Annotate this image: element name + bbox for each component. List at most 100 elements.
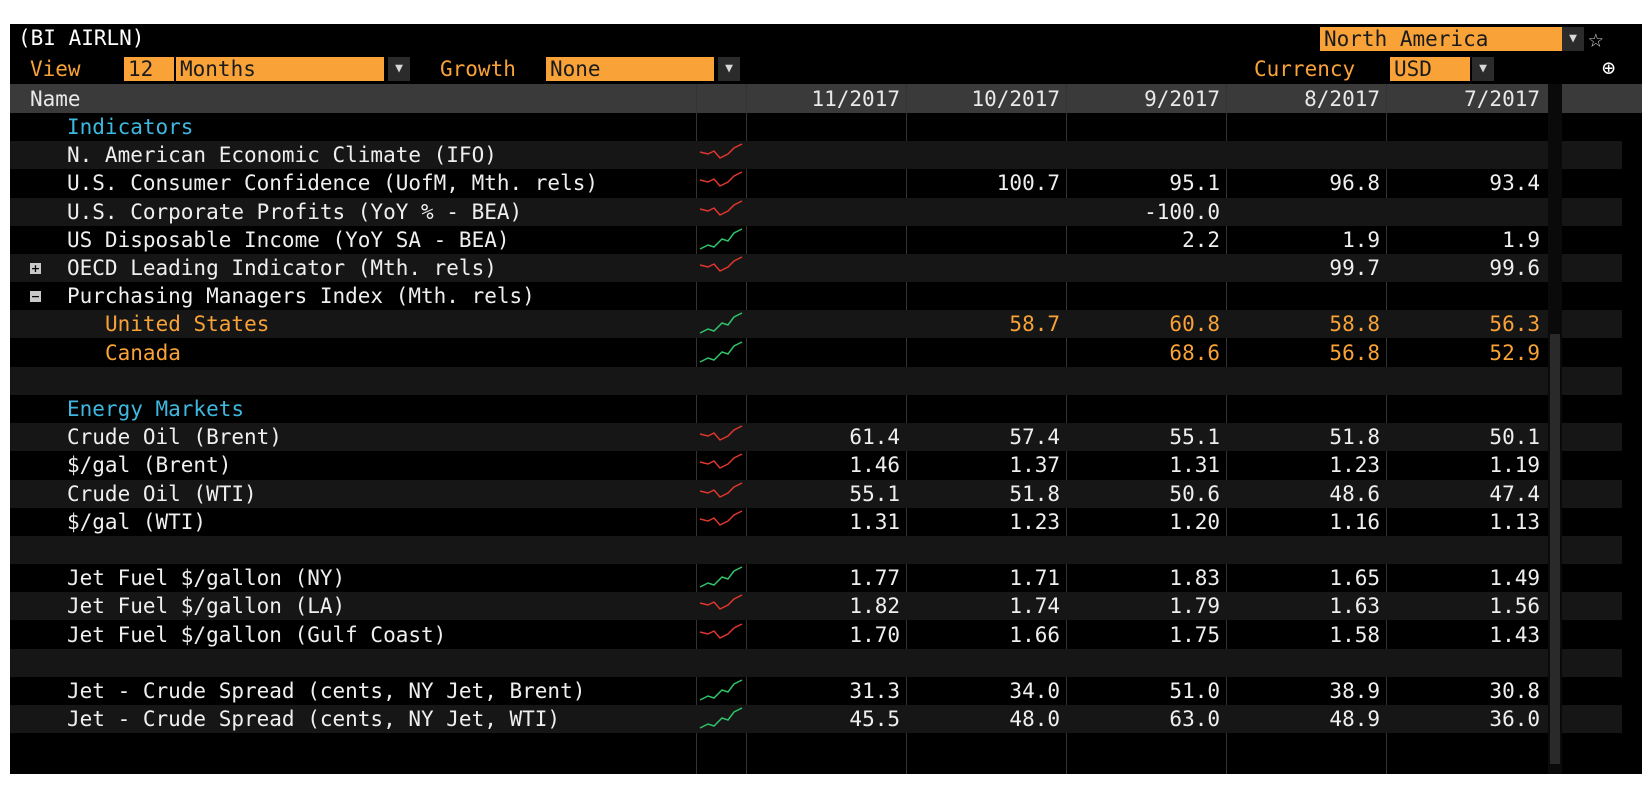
- region-dropdown-arrow-icon[interactable]: ▼: [1562, 27, 1584, 51]
- expand-icon[interactable]: +: [30, 262, 41, 275]
- value-cell[interactable]: 1.13: [1489, 509, 1540, 534]
- value-cell[interactable]: 95.1: [1169, 171, 1220, 196]
- value-cell[interactable]: 31.3: [849, 679, 900, 703]
- value-cell[interactable]: 1.83: [1169, 566, 1220, 591]
- view-unit-dropdown[interactable]: Months: [176, 57, 384, 81]
- value-cell[interactable]: 1.70: [849, 622, 900, 647]
- zoom-search-icon[interactable]: ⊕: [1602, 56, 1616, 81]
- growth-dropdown-arrow-icon[interactable]: ▼: [718, 57, 740, 81]
- value-cell[interactable]: 34.0: [1009, 679, 1060, 703]
- value-cell[interactable]: 1.46: [849, 453, 900, 478]
- value-cell[interactable]: 1.20: [1169, 509, 1220, 534]
- table-row[interactable]: U.S. Consumer Confidence (UofM, Mth. rel…: [10, 169, 1622, 197]
- sparkline-red-icon[interactable]: [698, 593, 746, 619]
- value-cell[interactable]: 1.63: [1329, 594, 1380, 619]
- value-cell[interactable]: 1.31: [849, 509, 900, 534]
- region-dropdown[interactable]: North America: [1320, 27, 1562, 51]
- section-header-row[interactable]: Indicators: [10, 113, 1622, 141]
- column-header[interactable]: 10/2017: [971, 87, 1060, 111]
- table-row[interactable]: Jet Fuel $/gallon (Gulf Coast) 1.70 1.66 1.…: [10, 621, 1622, 649]
- value-cell[interactable]: 68.6: [1169, 340, 1220, 365]
- table-row[interactable]: Crude Oil (Brent) 61.4 57.4 55.1 51.8 50.1: [10, 423, 1622, 452]
- value-cell[interactable]: 100.7: [996, 171, 1060, 196]
- sparkline-green-icon[interactable]: [698, 565, 746, 591]
- table-row[interactable]: N. American Economic Climate (IFO): [10, 141, 1622, 170]
- value-cell[interactable]: 1.43: [1489, 622, 1540, 647]
- value-cell[interactable]: 1.23: [1329, 453, 1380, 478]
- value-cell[interactable]: 1.58: [1329, 622, 1380, 647]
- sparkline-green-icon[interactable]: [698, 706, 746, 732]
- sparkline-red-icon[interactable]: [698, 452, 746, 478]
- value-cell[interactable]: 51.8: [1329, 425, 1380, 450]
- growth-dropdown[interactable]: None: [546, 57, 714, 81]
- value-cell[interactable]: 30.8: [1489, 679, 1540, 703]
- value-cell[interactable]: 58.7: [1009, 312, 1060, 337]
- value-cell[interactable]: 56.8: [1329, 340, 1380, 365]
- sparkline-green-icon[interactable]: [698, 678, 746, 704]
- table-row[interactable]: $/gal (Brent) 1.46 1.37 1.31 1.23 1.19: [10, 451, 1622, 479]
- value-cell[interactable]: 51.8: [1009, 481, 1060, 506]
- value-cell[interactable]: 96.8: [1329, 171, 1380, 196]
- value-cell[interactable]: 36.0: [1489, 707, 1540, 732]
- value-cell[interactable]: 48.0: [1009, 707, 1060, 732]
- value-cell[interactable]: 2.2: [1182, 227, 1220, 252]
- value-cell[interactable]: 47.4: [1489, 481, 1540, 506]
- sparkline-red-icon[interactable]: [698, 199, 746, 225]
- value-cell[interactable]: 1.79: [1169, 594, 1220, 619]
- value-cell[interactable]: 63.0: [1169, 707, 1220, 732]
- table-row[interactable]: Crude Oil (WTI) 55.1 51.8 50.6 48.6 47.4: [10, 479, 1622, 508]
- table-row[interactable]: Jet - Crude Spread (cents, NY Jet, WTI) 4…: [10, 705, 1622, 734]
- value-cell[interactable]: 55.1: [1169, 425, 1220, 450]
- value-cell[interactable]: 45.5: [849, 707, 900, 732]
- value-cell[interactable]: 1.74: [1009, 594, 1060, 619]
- value-cell[interactable]: 99.7: [1329, 256, 1380, 280]
- value-cell[interactable]: 60.8: [1169, 312, 1220, 337]
- value-cell[interactable]: 99.6: [1489, 256, 1540, 280]
- currency-dropdown-arrow-icon[interactable]: ▼: [1472, 57, 1494, 81]
- value-cell[interactable]: -100.0: [1144, 199, 1220, 224]
- value-cell[interactable]: 1.19: [1489, 453, 1540, 478]
- value-cell[interactable]: 1.56: [1489, 594, 1540, 619]
- value-cell[interactable]: 1.37: [1009, 453, 1060, 478]
- table-row[interactable]: United States 58.7 60.8 58.8 56.3: [10, 310, 1622, 339]
- table-row[interactable]: $/gal (WTI) 1.31 1.23 1.20 1.16 1.13: [10, 508, 1622, 536]
- value-cell[interactable]: 52.9: [1489, 340, 1540, 365]
- value-cell[interactable]: 50.1: [1489, 425, 1540, 450]
- sparkline-green-icon[interactable]: [698, 227, 746, 253]
- value-cell[interactable]: 50.6: [1169, 481, 1220, 506]
- value-cell[interactable]: 57.4: [1009, 425, 1060, 450]
- sparkline-green-icon[interactable]: [698, 311, 746, 337]
- value-cell[interactable]: 1.65: [1329, 566, 1380, 591]
- sparkline-red-icon[interactable]: [698, 142, 746, 168]
- sparkline-green-icon[interactable]: [698, 340, 746, 366]
- value-cell[interactable]: 1.77: [849, 566, 900, 591]
- sparkline-red-icon[interactable]: [698, 170, 746, 196]
- currency-dropdown[interactable]: USD: [1390, 57, 1470, 81]
- table-row[interactable]: − Purchasing Managers Index (Mth. rels): [10, 282, 1622, 310]
- view-unit-dropdown-arrow-icon[interactable]: ▼: [388, 57, 410, 81]
- column-header[interactable]: 8/2017: [1304, 87, 1380, 111]
- value-cell[interactable]: 1.49: [1489, 566, 1540, 591]
- value-cell[interactable]: 1.31: [1169, 453, 1220, 478]
- column-header[interactable]: 11/2017: [811, 87, 900, 111]
- value-cell[interactable]: 1.75: [1169, 622, 1220, 647]
- value-cell[interactable]: 56.3: [1489, 312, 1540, 337]
- value-cell[interactable]: 1.16: [1329, 509, 1380, 534]
- table-row[interactable]: U.S. Corporate Profits (YoY % - BEA) -100…: [10, 197, 1622, 226]
- table-row[interactable]: Canada 68.6 56.8 52.9: [10, 339, 1622, 367]
- value-cell[interactable]: 1.66: [1009, 622, 1060, 647]
- sparkline-red-icon[interactable]: [698, 622, 746, 648]
- value-cell[interactable]: 1.9: [1342, 227, 1380, 252]
- favorite-star-icon[interactable]: ☆: [1588, 24, 1604, 54]
- sparkline-red-icon[interactable]: [698, 481, 746, 507]
- value-cell[interactable]: 93.4: [1489, 171, 1540, 196]
- table-row[interactable]: Jet Fuel $/gallon (NY) 1.77 1.71 1.83 1.65 1.…: [10, 564, 1622, 592]
- table-row[interactable]: US Disposable Income (YoY SA - BEA) 2.2 1.…: [10, 226, 1622, 254]
- table-row[interactable]: Jet - Crude Spread (cents, NY Jet, Brent…: [10, 677, 1622, 705]
- name-column-header[interactable]: Name: [30, 87, 81, 111]
- table-row[interactable]: Jet Fuel $/gallon (LA) 1.82 1.74 1.79 1.63 1.…: [10, 592, 1622, 621]
- view-count-input[interactable]: 12: [124, 57, 174, 81]
- column-header[interactable]: 9/2017: [1144, 87, 1220, 111]
- sparkline-red-icon[interactable]: [698, 255, 746, 281]
- value-cell[interactable]: 48.9: [1329, 707, 1380, 732]
